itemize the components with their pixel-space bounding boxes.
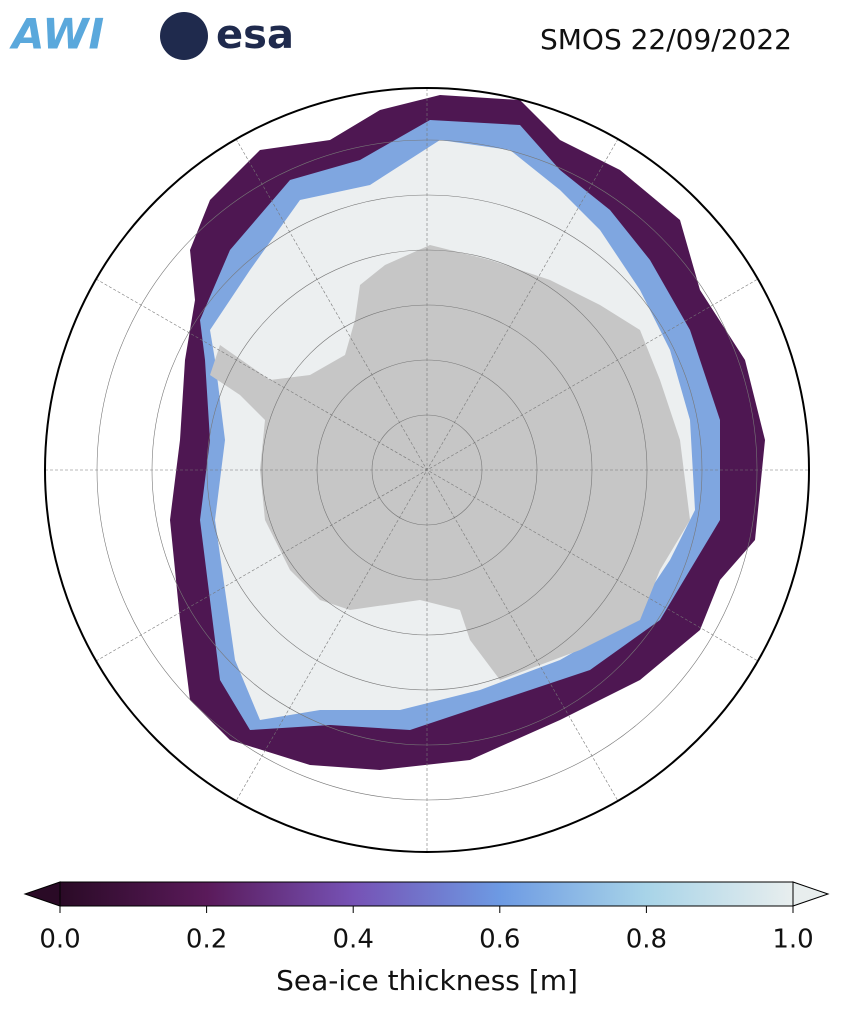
- colorbar: [59, 881, 794, 907]
- colorbar-tick-label: 0.4: [333, 925, 374, 955]
- colorbar-label: Sea-ice thickness [m]: [276, 964, 578, 997]
- colorbar-tick-label: 0.2: [186, 925, 227, 955]
- map-title: SMOS 22/09/2022: [540, 23, 792, 56]
- antarctica: [210, 245, 690, 680]
- colorbar-extend-max: [792, 881, 830, 907]
- colorbar-tick-label: 0.0: [39, 925, 80, 955]
- map-frame: [44, 87, 810, 853]
- graticule: [45, 88, 809, 852]
- colorbar-extend-min: [23, 881, 61, 907]
- esa-emblem: [160, 12, 208, 60]
- colorbar-tick-label: 1.0: [772, 925, 813, 955]
- awi-logo: AWI: [9, 10, 104, 59]
- map: [45, 88, 809, 852]
- esa-logo: esa: [216, 12, 294, 58]
- colorbar-tick-label: 0.8: [626, 925, 667, 955]
- colorbar-tick-label: 0.6: [479, 925, 520, 955]
